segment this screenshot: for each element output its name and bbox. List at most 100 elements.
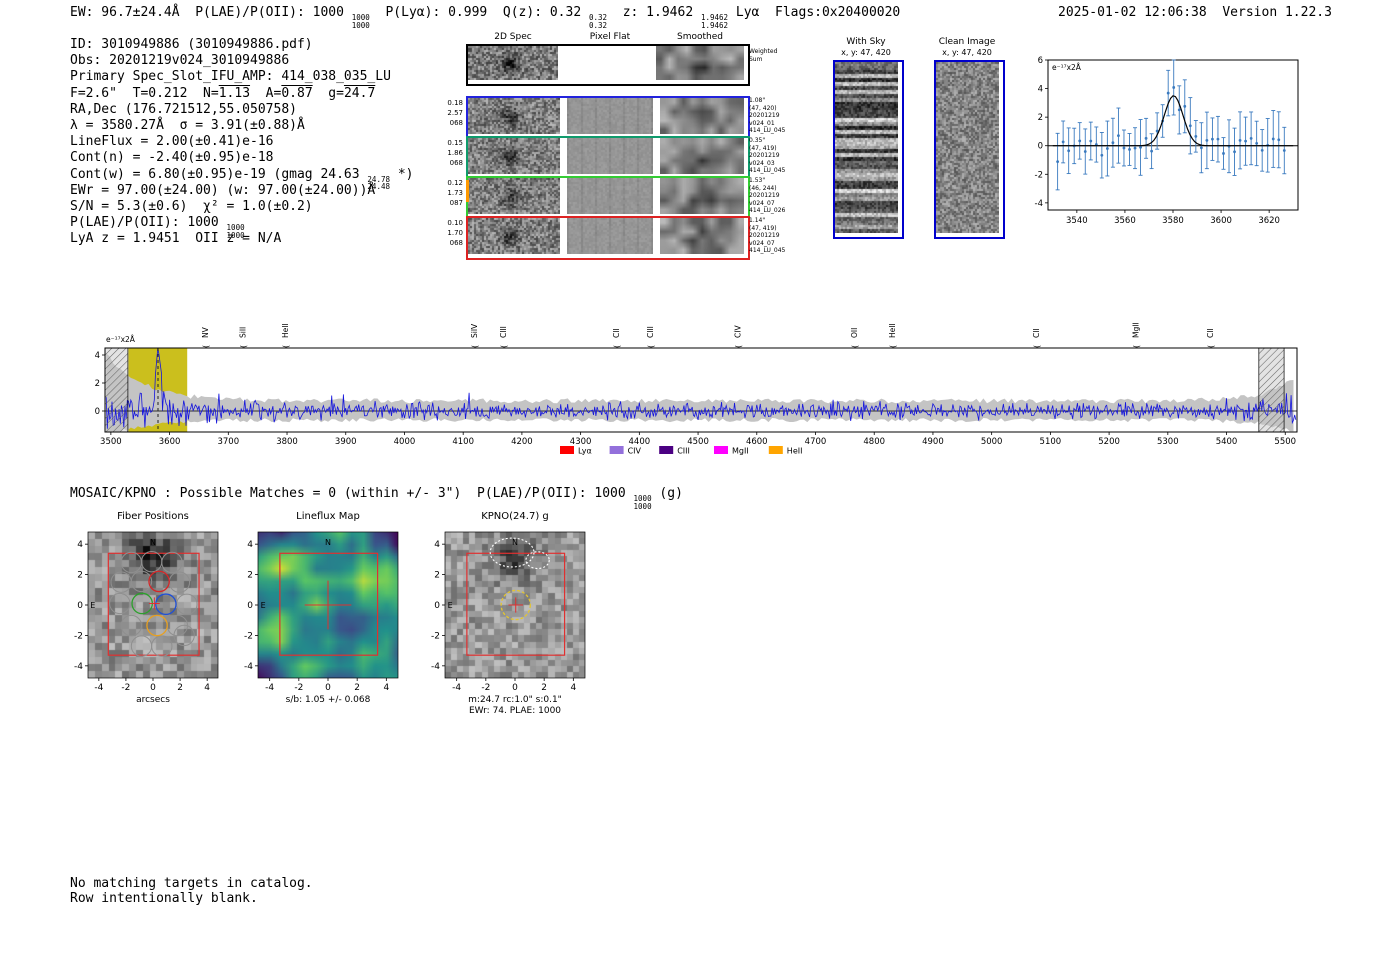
svg-text:Fiber Positions: Fiber Positions [117, 511, 189, 522]
kpno-cutout-image [445, 532, 585, 678]
col-header-smoothed: Smoothed [677, 32, 723, 42]
svg-text:CIII: CIII [677, 447, 690, 456]
svg-text:3580: 3580 [1162, 216, 1184, 226]
info-line-1: ID: 3010949886 (3010949886.pdf) [70, 37, 313, 52]
stacked-fraction: 0.32 0.32 [588, 13, 608, 30]
svg-text:2: 2 [177, 683, 183, 693]
svg-text:-2: -2 [1035, 170, 1043, 180]
svg-text:(: ( [281, 345, 290, 348]
row4-2d-spec-image [468, 218, 560, 254]
col-header-pixel-flat: Pixel Flat [589, 32, 631, 42]
row4-source-labels: 1.14" (47, 419) 20201219 v024_07 414_LU_… [749, 217, 786, 255]
svg-text:(: ( [470, 345, 479, 348]
footer-line-2: Row intentionally blank. [70, 891, 258, 906]
info-line-3: Primary Spec_Slot_IFU_AMP: 414_038_035_L… [70, 69, 391, 85]
with-sky-image [835, 62, 898, 233]
svg-text:3900: 3900 [335, 437, 357, 447]
svg-text:4: 4 [204, 683, 210, 693]
row3-2d-spec-image [468, 178, 560, 214]
stacked-fraction: 1000 1000 [226, 223, 245, 240]
svg-text:(: ( [647, 345, 656, 348]
svg-text:(: ( [1207, 345, 1216, 348]
svg-text:HeII: HeII [281, 323, 290, 338]
svg-text:SiIV: SiIV [470, 323, 479, 338]
full-spectrum-plot: 4 2 0 3500 3600 3700 3800 3900 4000 4100 4200 4300 4… [95, 335, 1298, 447]
svg-text:2: 2 [247, 571, 253, 581]
row3-pixel-flat-image [567, 178, 653, 214]
with-sky-coords: x, y: 47, 420 [841, 48, 891, 57]
svg-text:(: ( [201, 345, 210, 348]
svg-text:-4: -4 [94, 683, 103, 693]
svg-text:CII: CII [1032, 328, 1041, 338]
info-line-7: LineFlux = 2.00(±0.41)e-16 [70, 134, 274, 150]
svg-text:0: 0 [150, 683, 156, 693]
with-sky-title: With Sky [846, 37, 886, 47]
svg-text:5300: 5300 [1157, 437, 1179, 447]
svg-text:CIII: CIII [646, 326, 655, 338]
row1-2d-spec-image [468, 98, 560, 134]
row3-accent-mark [466, 180, 469, 202]
svg-text:CII: CII [612, 328, 621, 338]
svg-text:3600: 3600 [1210, 216, 1232, 226]
svg-text:0: 0 [1038, 142, 1043, 152]
svg-text:0: 0 [247, 601, 253, 611]
weighted-sum-smoothed-image [656, 46, 744, 80]
svg-text:OII: OII [850, 328, 859, 338]
svg-text:EWr: 74. PLAE: 1000: EWr: 74. PLAE: 1000 [469, 706, 561, 716]
info-line-2: Obs: 20201219v024_3010949886 [70, 53, 290, 69]
stacked-fraction: 24.78 24.48 [367, 174, 390, 192]
svg-text:arcsecs: arcsecs [136, 695, 170, 705]
svg-text:MgII: MgII [1132, 322, 1141, 338]
svg-text:(: ( [500, 345, 509, 348]
weighted-sum-label: Weighted Sum [749, 48, 778, 63]
svg-text:SiII: SiII [239, 327, 248, 338]
svg-text:4600: 4600 [746, 437, 768, 447]
info-line-4: F=2.6" T=0.212 N=1.13 A=0.87 g=24.7 [70, 85, 376, 101]
info-line-10: EWr = 97.00(±24.00) (w: 97.00(±24.00))Å [70, 182, 376, 198]
header-timestamp-version: 2025-01-02 12:06:38 Version 1.22.3 [1058, 5, 1332, 20]
row4-smoothed-image [660, 218, 744, 254]
detection-info-block: ID: 3010949886 (3010949886.pdf) Obs: 2020… [70, 37, 413, 247]
emission-line-markers: NV (SiII (HeII (SiIV (CIII (CII (CIII (CIV (OII (… [201, 322, 1216, 348]
svg-text:5000: 5000 [981, 437, 1003, 447]
info-line-13: LyA z = 1.9451 OII z = N/A [70, 231, 282, 247]
svg-text:4400: 4400 [629, 437, 651, 447]
svg-text:4300: 4300 [570, 437, 592, 447]
svg-text:6: 6 [1038, 56, 1043, 66]
footer-line-1: No matching targets in catalog. [70, 876, 313, 891]
fiber-positions-image [88, 532, 218, 678]
info-line-9: Cont(w) = 6.80(±0.95)e-19 (gmag 24.63 24… [70, 166, 414, 192]
svg-text:CIV: CIV [628, 447, 642, 456]
svg-text:4000: 4000 [394, 437, 416, 447]
clean-image-title: Clean Image [938, 37, 996, 47]
svg-text:0: 0 [434, 601, 440, 611]
svg-text:-4: -4 [431, 662, 440, 672]
svg-text:HeII: HeII [888, 323, 897, 338]
svg-text:4: 4 [247, 540, 253, 550]
row4-weight-labels: 0.10 1.70 068 [447, 219, 463, 247]
svg-text:4700: 4700 [805, 437, 827, 447]
info-line-11: S/N = 5.3(±0.6) χ² = 1.0(±0.2) [70, 198, 313, 214]
row2-2d-spec-image [468, 138, 560, 174]
stacked-fraction: 1000 1000 [351, 13, 370, 30]
row2-source-labels: 0.35" (47, 419) 20201219 v024_03 414_LU_… [749, 137, 786, 175]
svg-text:4: 4 [434, 540, 440, 550]
clean-image-coords: x, y: 47, 420 [942, 48, 992, 57]
row4-pixel-flat-image [567, 218, 653, 254]
svg-text:3560: 3560 [1114, 216, 1136, 226]
col-header-2d-spec: 2D Spec [494, 32, 532, 42]
clean-image-frame [934, 60, 1005, 239]
svg-text:-2: -2 [294, 683, 303, 693]
svg-text:4: 4 [383, 683, 389, 693]
stacked-fraction: 1.9462 1.9462 [700, 13, 729, 30]
svg-text:5100: 5100 [1040, 437, 1062, 447]
svg-text:0: 0 [95, 407, 100, 417]
lineflux-map-image [258, 532, 398, 678]
svg-text:4800: 4800 [863, 437, 885, 447]
row1-smoothed-image [660, 98, 744, 134]
info-line-8: Cont(n) = -2.40(±0.95)e-18 [70, 150, 274, 166]
svg-text:-4: -4 [244, 662, 253, 672]
svg-text:e⁻¹⁷x2Å: e⁻¹⁷x2Å [1052, 63, 1082, 72]
svg-text:-4: -4 [74, 662, 83, 672]
